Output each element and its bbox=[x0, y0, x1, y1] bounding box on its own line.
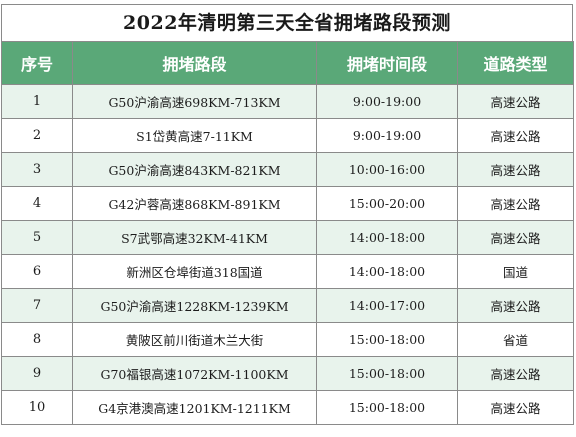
table-row: 6 新洲区仓埠街道318国道 14:00-18:00 国道 bbox=[1, 254, 574, 289]
row-section: S7武鄂高速32KM-41KM bbox=[72, 220, 317, 255]
table-row: 10 G4京港澳高速1201KM-1211KM 15:00-18:00 高速公路 bbox=[1, 390, 574, 425]
row-section: 黄陂区前川街道木兰大街 bbox=[72, 322, 317, 357]
row-time: 15:00-18:00 bbox=[316, 356, 458, 391]
row-time: 9:00-19:00 bbox=[316, 118, 458, 153]
congestion-table: 序号 拥堵路段 拥堵时间段 道路类型 1 G50沪渝高速698KM-713KM … bbox=[1, 41, 574, 425]
row-type: 高速公路 bbox=[457, 84, 574, 119]
row-no: 4 bbox=[1, 186, 73, 221]
header-type: 道路类型 bbox=[457, 41, 574, 85]
congestion-forecast-sheet: 2022年清明第三天全省拥堵路段预测 序号 拥堵路段 拥堵时间段 道路类型 1 … bbox=[1, 4, 574, 435]
table-row: 8 黄陂区前川街道木兰大街 15:00-18:00 省道 bbox=[1, 322, 574, 357]
table-row: 2 S1岱黄高速7-11KM 9:00-19:00 高速公路 bbox=[1, 118, 574, 153]
row-section: G4京港澳高速1201KM-1211KM bbox=[72, 390, 317, 425]
row-section: 新洲区仓埠街道318国道 bbox=[72, 254, 317, 289]
row-section: G42沪蓉高速868KM-891KM bbox=[72, 186, 317, 221]
row-section: G50沪渝高速1228KM-1239KM bbox=[72, 288, 317, 323]
header-section: 拥堵路段 bbox=[72, 41, 317, 85]
row-section: S1岱黄高速7-11KM bbox=[72, 118, 317, 153]
table-row: 1 G50沪渝高速698KM-713KM 9:00-19:00 高速公路 bbox=[1, 84, 574, 119]
row-time: 15:00-18:00 bbox=[316, 322, 458, 357]
header-time: 拥堵时间段 bbox=[316, 41, 458, 85]
row-type: 高速公路 bbox=[457, 220, 574, 255]
row-time: 15:00-20:00 bbox=[316, 186, 458, 221]
row-type: 高速公路 bbox=[457, 288, 574, 323]
row-type: 高速公路 bbox=[457, 186, 574, 221]
row-no: 6 bbox=[1, 254, 73, 289]
header-row: 序号 拥堵路段 拥堵时间段 道路类型 bbox=[1, 41, 574, 85]
row-type: 省道 bbox=[457, 322, 574, 357]
table-title: 2022年清明第三天全省拥堵路段预测 bbox=[1, 4, 573, 41]
row-no: 1 bbox=[1, 84, 73, 119]
row-no: 7 bbox=[1, 288, 73, 323]
row-time: 14:00-17:00 bbox=[316, 288, 458, 323]
row-section: G50沪渝高速843KM-821KM bbox=[72, 152, 317, 187]
row-section: G70福银高速1072KM-1100KM bbox=[72, 356, 317, 391]
table-row: 7 G50沪渝高速1228KM-1239KM 14:00-17:00 高速公路 bbox=[1, 288, 574, 323]
row-no: 8 bbox=[1, 322, 73, 357]
row-type: 国道 bbox=[457, 254, 574, 289]
row-no: 5 bbox=[1, 220, 73, 255]
row-type: 高速公路 bbox=[457, 356, 574, 391]
row-type: 高速公路 bbox=[457, 152, 574, 187]
table-row: 9 G70福银高速1072KM-1100KM 15:00-18:00 高速公路 bbox=[1, 356, 574, 391]
row-time: 15:00-18:00 bbox=[316, 390, 458, 425]
row-section: G50沪渝高速698KM-713KM bbox=[72, 84, 317, 119]
table-row: 4 G42沪蓉高速868KM-891KM 15:00-20:00 高速公路 bbox=[1, 186, 574, 221]
table-row: 5 S7武鄂高速32KM-41KM 14:00-18:00 高速公路 bbox=[1, 220, 574, 255]
row-no: 2 bbox=[1, 118, 73, 153]
row-no: 9 bbox=[1, 356, 73, 391]
row-time: 14:00-18:00 bbox=[316, 254, 458, 289]
row-type: 高速公路 bbox=[457, 118, 574, 153]
row-type: 高速公路 bbox=[457, 390, 574, 425]
row-time: 14:00-18:00 bbox=[316, 220, 458, 255]
row-no: 3 bbox=[1, 152, 73, 187]
row-time: 10:00-16:00 bbox=[316, 152, 458, 187]
header-no: 序号 bbox=[1, 41, 73, 85]
row-time: 9:00-19:00 bbox=[316, 84, 458, 119]
table-row: 3 G50沪渝高速843KM-821KM 10:00-16:00 高速公路 bbox=[1, 152, 574, 187]
row-no: 10 bbox=[1, 390, 73, 425]
